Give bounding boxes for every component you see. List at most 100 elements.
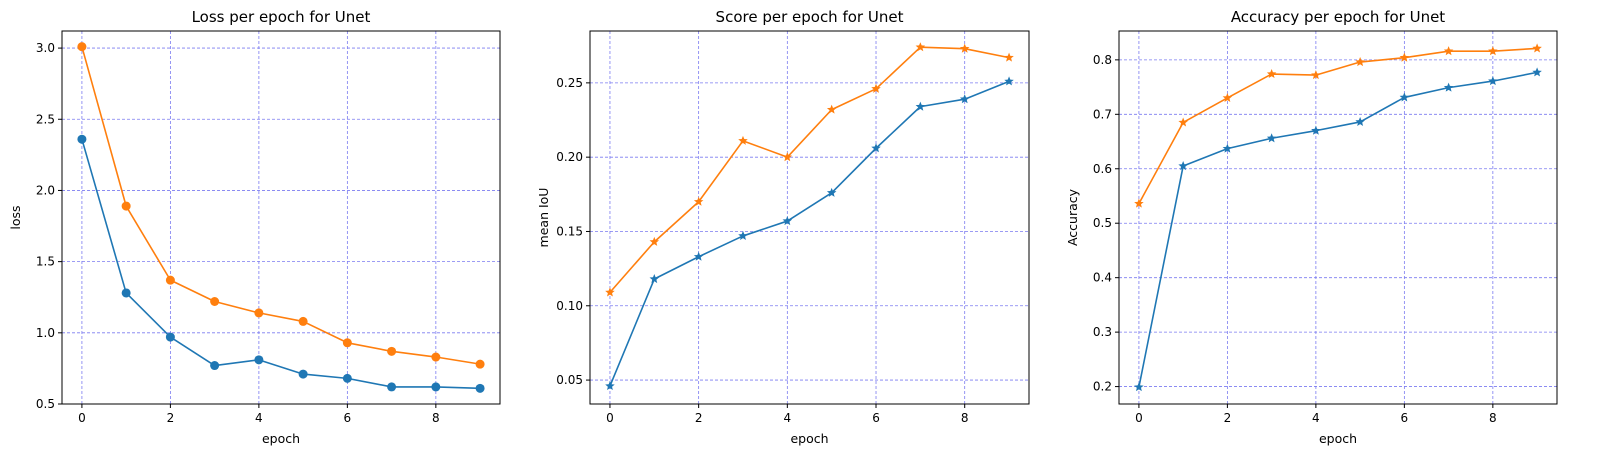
y-tick-label: 0.20 <box>556 150 583 164</box>
x-axis-label: epoch <box>262 431 300 446</box>
y-tick-label: 0.10 <box>556 299 583 313</box>
series-line-1 <box>609 80 1010 387</box>
data-point <box>915 42 926 52</box>
axes-frame <box>1118 30 1558 405</box>
data-point <box>1355 57 1365 67</box>
x-tick-label: 2 <box>695 411 703 425</box>
y-tick-label: 0.2 <box>1093 380 1112 394</box>
data-point <box>1532 43 1542 53</box>
y-tick-label: 0.5 <box>1093 216 1112 230</box>
chart-title: Accuracy per epoch for Unet <box>1231 8 1445 26</box>
y-tick-label: 1.5 <box>36 255 55 269</box>
data-point <box>1443 82 1454 92</box>
x-tick-label: 0 <box>606 411 614 425</box>
y-tick-label: 0.05 <box>556 373 583 387</box>
data-point <box>210 361 220 371</box>
series-line-2 <box>1138 47 1538 204</box>
plot-area <box>590 31 1029 404</box>
data-point <box>693 251 704 261</box>
x-tick-label: 4 <box>1312 411 1320 425</box>
series-line-1 <box>1138 71 1538 388</box>
data-point <box>738 230 748 240</box>
data-point <box>387 346 397 356</box>
y-tick-label: 0.15 <box>556 224 583 238</box>
data-point <box>1311 70 1321 80</box>
x-tick-label: 6 <box>1401 411 1409 425</box>
data-point <box>77 134 87 144</box>
data-point <box>431 352 441 362</box>
data-point <box>693 196 704 206</box>
data-point <box>210 296 220 306</box>
data-point <box>121 288 131 298</box>
y-tick-label: 0.5 <box>36 397 55 411</box>
y-axis-label: Accuracy <box>1065 188 1080 246</box>
data-point <box>1532 67 1542 77</box>
y-tick-label: 1.0 <box>36 326 55 340</box>
x-tick-label: 6 <box>872 411 880 425</box>
data-point <box>782 152 793 162</box>
x-tick-label: 0 <box>1135 411 1143 425</box>
data-point <box>342 373 352 383</box>
series-line-2 <box>609 46 1010 293</box>
x-tick-label: 2 <box>1224 411 1232 425</box>
data-point <box>1266 69 1277 79</box>
x-tick-label: 8 <box>1489 411 1497 425</box>
y-tick-label: 0.7 <box>1093 107 1112 121</box>
data-point <box>1004 52 1014 62</box>
data-point <box>1222 143 1233 153</box>
series-line-2 <box>81 46 481 365</box>
x-tick-label: 6 <box>344 411 352 425</box>
y-tick-label: 0.25 <box>556 76 583 90</box>
data-point <box>165 275 175 285</box>
data-point <box>298 369 308 379</box>
data-point <box>1399 92 1410 102</box>
data-point <box>826 187 837 197</box>
chart-1: 0 2 4 6 8 0.5 1.0 1.5 2.0 2.5 3.0 Loss per epoch fo… <box>8 8 501 446</box>
x-tick-label: 4 <box>784 411 792 425</box>
data-point <box>298 316 308 326</box>
data-point <box>1178 117 1188 127</box>
data-point <box>1134 198 1144 208</box>
data-point <box>605 287 615 297</box>
data-point <box>649 236 660 246</box>
data-point <box>1488 76 1498 86</box>
x-tick-label: 0 <box>78 411 86 425</box>
data-point <box>1266 133 1277 143</box>
y-tick-label: 0.8 <box>1093 53 1112 67</box>
data-point <box>738 135 748 145</box>
plot-area <box>62 31 500 404</box>
x-tick-label: 8 <box>961 411 969 425</box>
x-axis-label: epoch <box>1319 431 1357 446</box>
data-point <box>475 383 485 393</box>
data-point <box>165 332 175 342</box>
data-point <box>342 338 352 348</box>
axes-frame <box>61 30 501 405</box>
data-point <box>1311 125 1321 135</box>
x-tick-label: 8 <box>432 411 440 425</box>
chart-title: Score per epoch for Unet <box>716 8 904 26</box>
data-point <box>1178 161 1188 171</box>
data-point <box>254 308 264 318</box>
data-point <box>121 201 131 211</box>
data-point <box>1399 52 1410 62</box>
y-tick-label: 0.3 <box>1093 325 1112 339</box>
data-point <box>254 355 264 365</box>
data-point <box>782 216 793 226</box>
y-tick-label: 2.5 <box>36 112 55 126</box>
x-tick-label: 4 <box>255 411 263 425</box>
data-point <box>959 94 970 104</box>
plot-area <box>1119 31 1557 404</box>
data-point <box>431 382 441 392</box>
data-point <box>871 83 881 93</box>
data-point <box>1004 76 1014 86</box>
data-point <box>1443 46 1454 56</box>
y-tick-label: 0.6 <box>1093 162 1112 176</box>
data-point <box>649 274 660 284</box>
x-axis-label: epoch <box>790 431 828 446</box>
chart-2: 0 2 4 6 8 0.05 0.10 0.15 0.20 0.25 Score per epoch… <box>536 8 1030 446</box>
chart-title: Loss per epoch for Unet <box>192 8 371 26</box>
data-point <box>387 382 397 392</box>
axes-frame <box>589 30 1030 405</box>
data-point <box>871 143 881 153</box>
